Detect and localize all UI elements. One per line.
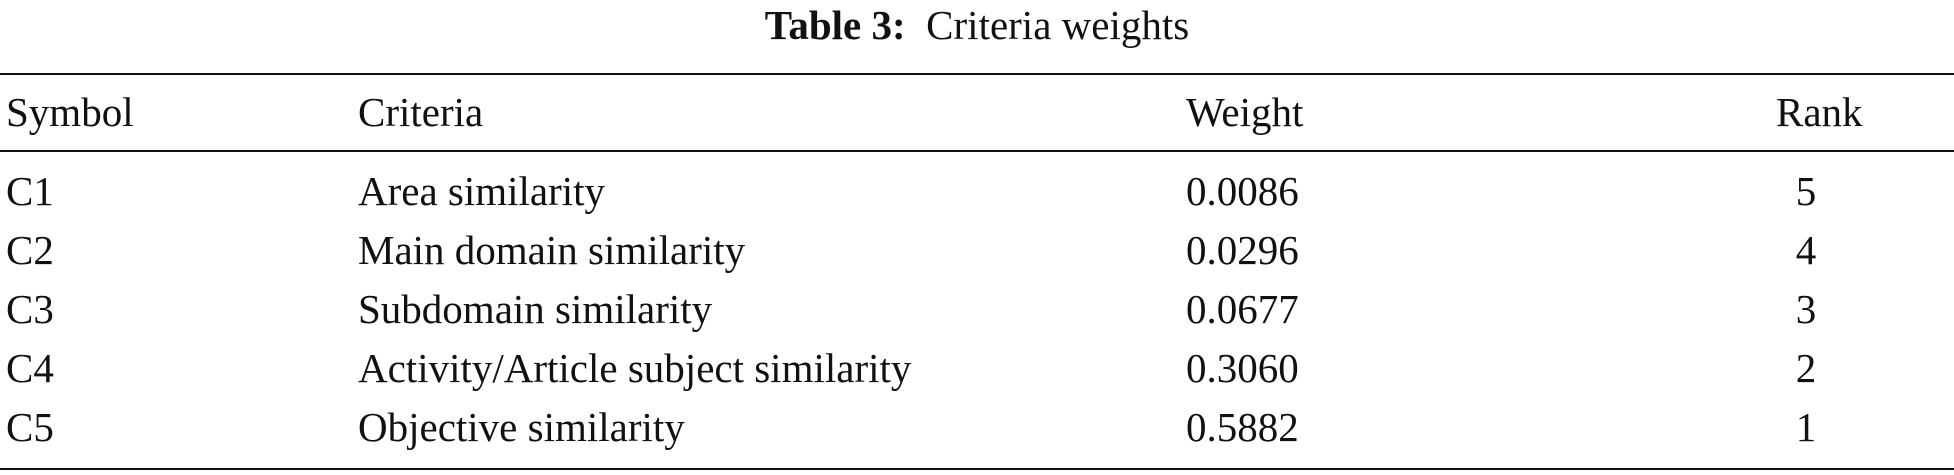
table-row: C2 Main domain similarity 0.0296 4	[0, 220, 1954, 280]
table-bottom-rule	[0, 468, 1954, 470]
cell-rank: 1	[1795, 404, 1817, 450]
cell-symbol: C2	[6, 227, 54, 273]
table-caption: Table 3: Criteria weights	[0, 0, 1954, 50]
cell-symbol: C4	[6, 345, 54, 391]
cell-symbol: C5	[6, 404, 54, 450]
table-caption-text: Criteria weights	[926, 2, 1190, 48]
cell-rank: 5	[1795, 168, 1817, 214]
cell-weight: 0.0677	[1186, 286, 1299, 332]
cell-rank: 3	[1795, 286, 1817, 332]
table-row: C4 Activity/Article subject similarity 0…	[0, 338, 1954, 398]
table-row: C3 Subdomain similarity 0.0677 3	[0, 279, 1954, 339]
header-rank: Rank	[1776, 89, 1863, 135]
cell-criteria: Subdomain similarity	[358, 286, 713, 332]
cell-weight: 0.0086	[1186, 168, 1299, 214]
cell-criteria: Activity/Article subject similarity	[358, 345, 912, 391]
cell-weight: 0.3060	[1186, 345, 1299, 391]
header-weight: Weight	[1186, 89, 1304, 135]
cell-symbol: C1	[6, 168, 54, 214]
cell-weight: 0.5882	[1186, 404, 1299, 450]
cell-rank: 4	[1795, 227, 1817, 273]
table-header-rule	[0, 150, 1954, 152]
table-row: C1 Area similarity 0.0086 5	[0, 161, 1954, 221]
cell-criteria: Objective similarity	[358, 404, 685, 450]
cell-rank: 2	[1795, 345, 1817, 391]
table-caption-label: Table 3:	[764, 2, 906, 48]
cell-symbol: C3	[6, 286, 54, 332]
cell-criteria: Main domain similarity	[358, 227, 746, 273]
header-symbol: Symbol	[6, 89, 134, 135]
cell-criteria: Area similarity	[358, 168, 606, 214]
header-criteria: Criteria	[358, 89, 484, 135]
cell-weight: 0.0296	[1186, 227, 1299, 273]
table-top-rule	[0, 73, 1954, 75]
table-row: C5 Objective similarity 0.5882 1	[0, 397, 1954, 457]
